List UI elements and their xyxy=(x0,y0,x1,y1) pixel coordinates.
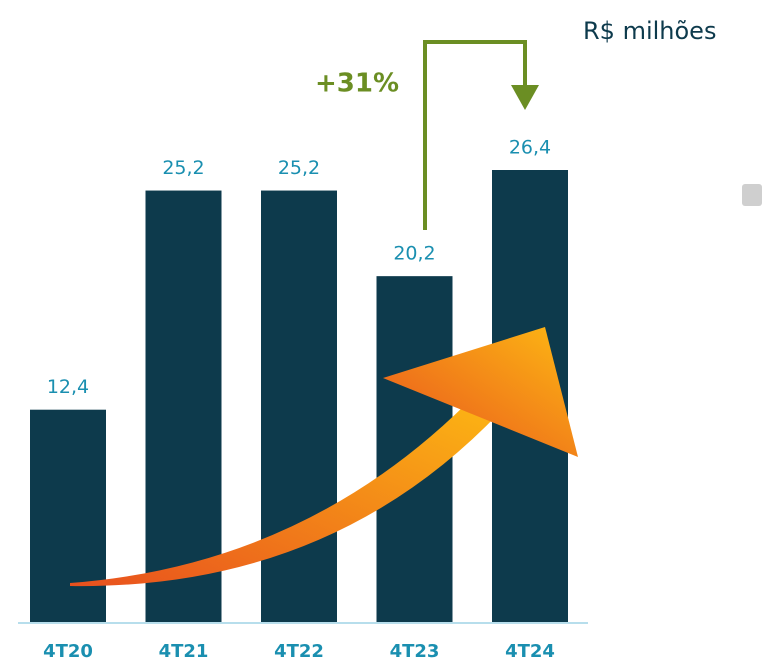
bar xyxy=(30,409,106,622)
x-tick-label: 4T22 xyxy=(274,641,324,662)
growth-arrow-body xyxy=(70,392,500,587)
growth-bracket xyxy=(423,40,527,230)
value-label: 26,4 xyxy=(509,137,551,159)
value-label: 25,2 xyxy=(162,157,204,179)
growth-arrow-head xyxy=(383,327,578,457)
x-tick-label: 4T20 xyxy=(43,641,93,662)
value-label: 25,2 xyxy=(278,157,320,179)
x-tick-label: 4T21 xyxy=(159,641,209,662)
x-tick-label: 4T24 xyxy=(505,641,555,662)
x-tick-label: 4T23 xyxy=(390,641,440,662)
growth-label: +31% xyxy=(315,69,399,99)
unit-label: R$ milhões xyxy=(583,17,716,45)
value-label: 20,2 xyxy=(393,243,435,265)
side-shape xyxy=(742,184,762,206)
value-label: 12,4 xyxy=(47,376,89,398)
bar xyxy=(145,190,222,622)
growth-bracket-head xyxy=(511,85,539,110)
